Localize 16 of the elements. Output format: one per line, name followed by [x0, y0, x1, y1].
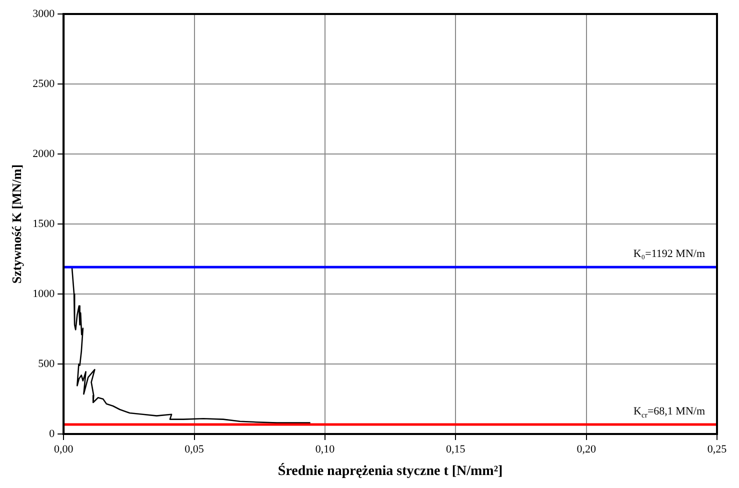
ref-line-label: K₀=1192 MN/m [633, 248, 706, 260]
x-axis-title: Średnie naprężenia styczne t [N/mm²] [278, 462, 503, 480]
y-tick-label: 1000 [32, 288, 56, 300]
x-tick-label: 0,05 [184, 443, 204, 456]
y-tick-label: 2500 [32, 78, 56, 90]
y-tick-label: 1500 [32, 218, 56, 230]
y-axis-title: Sztywność K [MN/m] [9, 164, 24, 284]
x-tick-label: 0,15 [446, 443, 466, 456]
x-tick-label: 0,25 [707, 443, 728, 456]
x-tick-label: 0,00 [54, 443, 74, 456]
x-tick-label: 0,20 [576, 443, 596, 456]
y-tick-label: 2000 [32, 148, 56, 160]
y-tick-label: 3000 [32, 8, 56, 20]
y-tick-label: 500 [38, 358, 56, 370]
x-tick-label: 0,10 [315, 443, 336, 456]
y-tick-label: 0 [49, 428, 56, 440]
